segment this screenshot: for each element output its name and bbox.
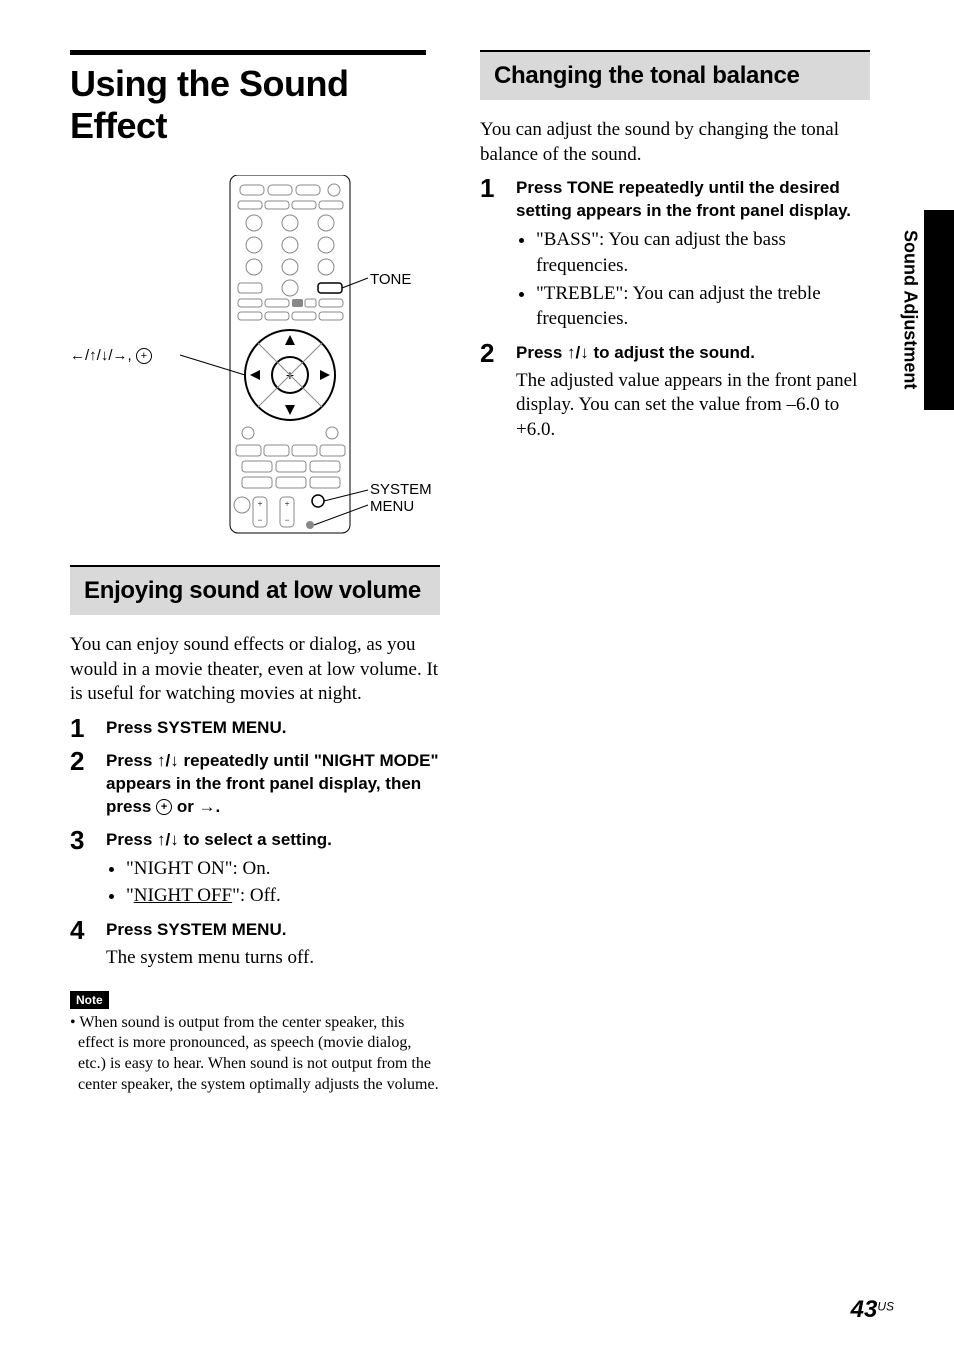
step-3: Press ↑/↓ to select a setting. "NIGHT ON… [70,829,440,909]
section1-heading: Enjoying sound at low volume [70,565,440,615]
opt-bass: "BASS": You can adjust the bass frequenc… [536,227,870,278]
footer: 43US [851,1296,894,1324]
right-column: Changing the tonal balance You can adjus… [480,50,870,1096]
section1-steps: Press SYSTEM MENU. Press ↑/↓ repeatedly … [70,717,440,971]
opt-night-on: "NIGHT ON": On. [126,856,440,882]
side-tab-label: Sound Adjustment [900,230,921,389]
section2-heading: Changing the tonal balance [480,50,870,100]
svg-text:−: − [284,515,289,525]
step-2: Press ↑/↓ repeatedly until "NIGHT MODE" … [70,750,440,819]
svg-text:+: + [257,499,262,509]
svg-text:+: + [284,499,289,509]
side-tab: Sound Adjustment [896,210,924,410]
step2-2: Press ↑/↓ to adjust the sound. The adjus… [480,342,870,443]
section1-intro: You can enjoy sound effects or dialog, a… [70,633,440,707]
side-tab-bar [924,210,954,410]
label-tone: TONE [370,271,411,288]
enter-icon: + [156,799,172,815]
note-badge: Note [70,991,109,1009]
note-text: • When sound is output from the center s… [70,1013,440,1096]
svg-text:−: − [257,515,262,525]
section2-steps: Press TONE repeatedly until the desired … [480,177,870,442]
left-column: Using the Sound Effect ←/↑/↓/→, + TONE S… [70,50,440,1096]
label-system-menu: SYSTEM MENU [370,482,432,515]
region-code: US [877,1300,894,1314]
opt-treble: "TREBLE": You can adjust the treble freq… [536,281,870,332]
remote-diagram: ←/↑/↓/→, + TONE SYSTEM MENU [70,175,440,535]
title-rule [70,50,426,55]
step-4: Press SYSTEM MENU. The system menu turns… [70,919,440,971]
page-number: 43 [851,1296,878,1323]
step-1: Press SYSTEM MENU. [70,717,440,740]
label-dpad: ←/↑/↓/→, + [70,347,152,364]
page-title: Using the Sound Effect [70,63,440,147]
step2-1: Press TONE repeatedly until the desired … [480,177,870,331]
section2-intro: You can adjust the sound by changing the… [480,118,870,167]
opt-night-off: "NIGHT OFF": Off. [126,883,440,909]
